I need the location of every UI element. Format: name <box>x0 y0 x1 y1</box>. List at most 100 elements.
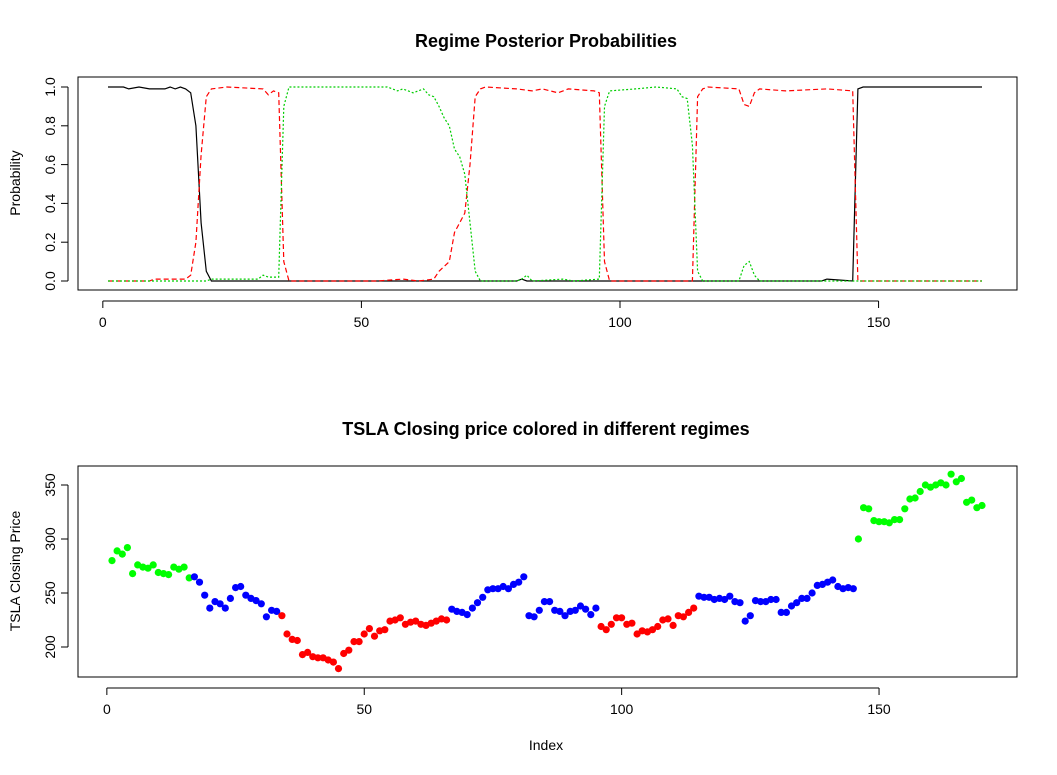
chart2-price-point <box>283 630 291 638</box>
chart1-x-tick-label: 100 <box>608 314 632 330</box>
chart2-price-point <box>875 518 883 526</box>
chart2-price-point <box>582 605 590 613</box>
chart2-price-point <box>896 516 904 524</box>
chart2-price-point <box>118 550 126 558</box>
chart2-price-point <box>757 598 765 606</box>
chart2-price-point <box>690 604 698 612</box>
chart2-price-point <box>350 638 358 646</box>
chart2-price-point <box>885 519 893 527</box>
chart2-price-point <box>365 625 373 633</box>
chart2-price-point <box>664 615 672 623</box>
chart1-y-tick-label: 0.0 <box>42 271 58 291</box>
probability-panel: Regime Posterior Probabilities Probabili… <box>7 31 1018 330</box>
chart2-x-tick-label: 50 <box>356 701 372 717</box>
chart2-price-point <box>329 658 337 666</box>
chart2-x-tick-label: 0 <box>103 701 111 717</box>
chart2-price-point <box>612 614 621 622</box>
chart2-price-point <box>108 557 116 565</box>
chart2-x-tick-label: 150 <box>867 701 891 717</box>
chart1-title: Regime Posterior Probabilities <box>415 31 677 51</box>
chart2-price-point <box>468 604 476 612</box>
chart2-price-point <box>195 578 204 586</box>
chart2-price-point <box>592 604 600 612</box>
chart2-price-point <box>535 606 543 614</box>
chart2-price-point <box>262 613 270 621</box>
chart2-price-point <box>808 589 816 597</box>
chart2-price-point <box>890 516 899 524</box>
chart2-price-point <box>540 598 549 606</box>
chart2-price-point <box>777 608 785 617</box>
chart2-price-point <box>412 617 420 625</box>
chart2-price-point <box>252 597 260 605</box>
chart1-series-line-3 <box>108 86 982 282</box>
chart2-price-point <box>561 612 569 620</box>
chart2-price-point <box>798 594 806 603</box>
chart2-price-point <box>345 646 353 654</box>
chart2-y-tick-label: 350 <box>42 473 58 497</box>
chart1-x-tick-label: 150 <box>867 314 891 330</box>
chart2-price-point <box>736 599 744 607</box>
chart2-price-point <box>221 604 229 612</box>
chart2-price-point <box>216 600 224 608</box>
chart1-series-group <box>108 86 982 282</box>
chart2-price-point <box>746 612 754 620</box>
chart1-series-line-1 <box>108 86 982 282</box>
chart2-price-point <box>463 611 471 619</box>
chart2-price-point <box>829 576 837 584</box>
chart2-x-tick-label: 100 <box>610 701 634 717</box>
chart2-price-point <box>978 501 986 510</box>
price-panel: TSLA Closing price colored in different … <box>7 419 1018 753</box>
chart2-price-point <box>618 614 626 622</box>
chart2-xlabel: Index <box>529 737 563 753</box>
chart1-ylabel: Probability <box>7 150 23 215</box>
chart2-axes: 0 50 100 150 200 250 300 350 <box>42 473 891 717</box>
chart2-price-point <box>679 613 688 621</box>
chart2-price-point <box>685 608 693 617</box>
chart2-price-point <box>854 535 863 543</box>
chart2-price-point <box>952 478 960 486</box>
chart2-price-point <box>947 470 955 478</box>
chart2-price-point <box>772 595 780 604</box>
chart2-price-point <box>504 585 512 593</box>
chart2-price-point <box>370 632 379 640</box>
chart2-y-tick-label: 250 <box>42 581 58 605</box>
chart2-price-point <box>721 595 729 604</box>
chart2-price-point <box>530 613 538 621</box>
chart2-price-point <box>602 626 610 634</box>
chart2-price-point <box>767 595 775 604</box>
chart2-price-point <box>942 481 950 489</box>
chart1-y-tick-label: 1.0 <box>42 77 58 97</box>
chart2-price-point <box>546 598 554 606</box>
chart2-price-point <box>360 630 368 638</box>
chart2-price-point <box>865 505 873 513</box>
chart2-plot-frame <box>77 465 1018 678</box>
chart2-price-point <box>473 599 482 607</box>
chart2-price-point <box>489 585 497 593</box>
chart1-y-tick-label: 0.2 <box>42 232 58 252</box>
chart1-x-tick-label: 50 <box>354 314 370 330</box>
chart2-y-tick-label: 200 <box>42 635 58 659</box>
chart2-y-tick-label: 300 <box>42 527 58 551</box>
chart2-price-point <box>700 593 708 601</box>
chart1-x-tick-label: 0 <box>99 314 107 330</box>
chart2-price-point <box>741 617 749 625</box>
chart2-ylabel: TSLA Closing Price <box>7 510 23 631</box>
chart2-price-point <box>149 561 157 569</box>
chart2-price-point <box>381 626 389 634</box>
chart2-price-point <box>226 594 234 603</box>
chart2-price-point <box>787 602 796 610</box>
chart2-price-point <box>669 621 677 630</box>
chart2-price-point <box>968 496 976 504</box>
chart2-price-point <box>782 608 791 617</box>
chart1-y-tick-label: 0.4 <box>42 193 58 213</box>
chart2-price-point <box>273 607 281 616</box>
chart2-price-point <box>144 564 152 572</box>
chart1-y-tick-label: 0.6 <box>42 155 58 175</box>
chart2-price-point <box>793 599 801 607</box>
chart2-price-point <box>726 592 734 600</box>
chart2-price-point <box>180 563 188 571</box>
chart1-plot-frame <box>77 76 1018 291</box>
chart1-axes: 0 50 100 150 0.0 0.2 0.4 0.6 0.8 1.0 <box>42 77 890 330</box>
chart2-price-point <box>396 614 404 622</box>
